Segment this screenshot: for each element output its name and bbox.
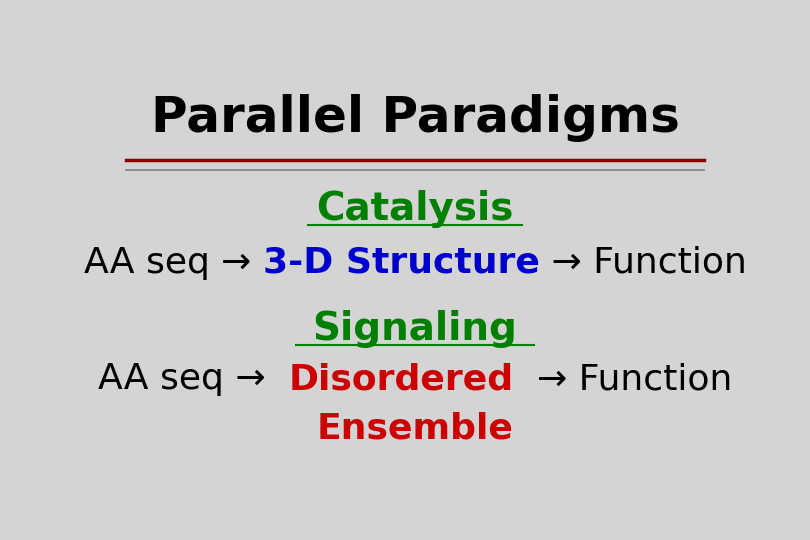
Text: Signaling: Signaling [313,310,518,348]
Text: → Function: → Function [539,246,747,280]
Text: Parallel Paradigms: Parallel Paradigms [151,94,680,142]
Text: Ensemble: Ensemble [317,412,514,446]
Text: 3-D Structure: 3-D Structure [262,246,539,280]
Text: AA seq →: AA seq → [98,362,288,396]
Text: Catalysis: Catalysis [317,190,514,227]
Text: →: → [221,246,262,280]
Text: Disordered: Disordered [288,362,514,396]
Text: → Function: → Function [514,362,732,396]
Text: AA seq: AA seq [83,246,221,280]
